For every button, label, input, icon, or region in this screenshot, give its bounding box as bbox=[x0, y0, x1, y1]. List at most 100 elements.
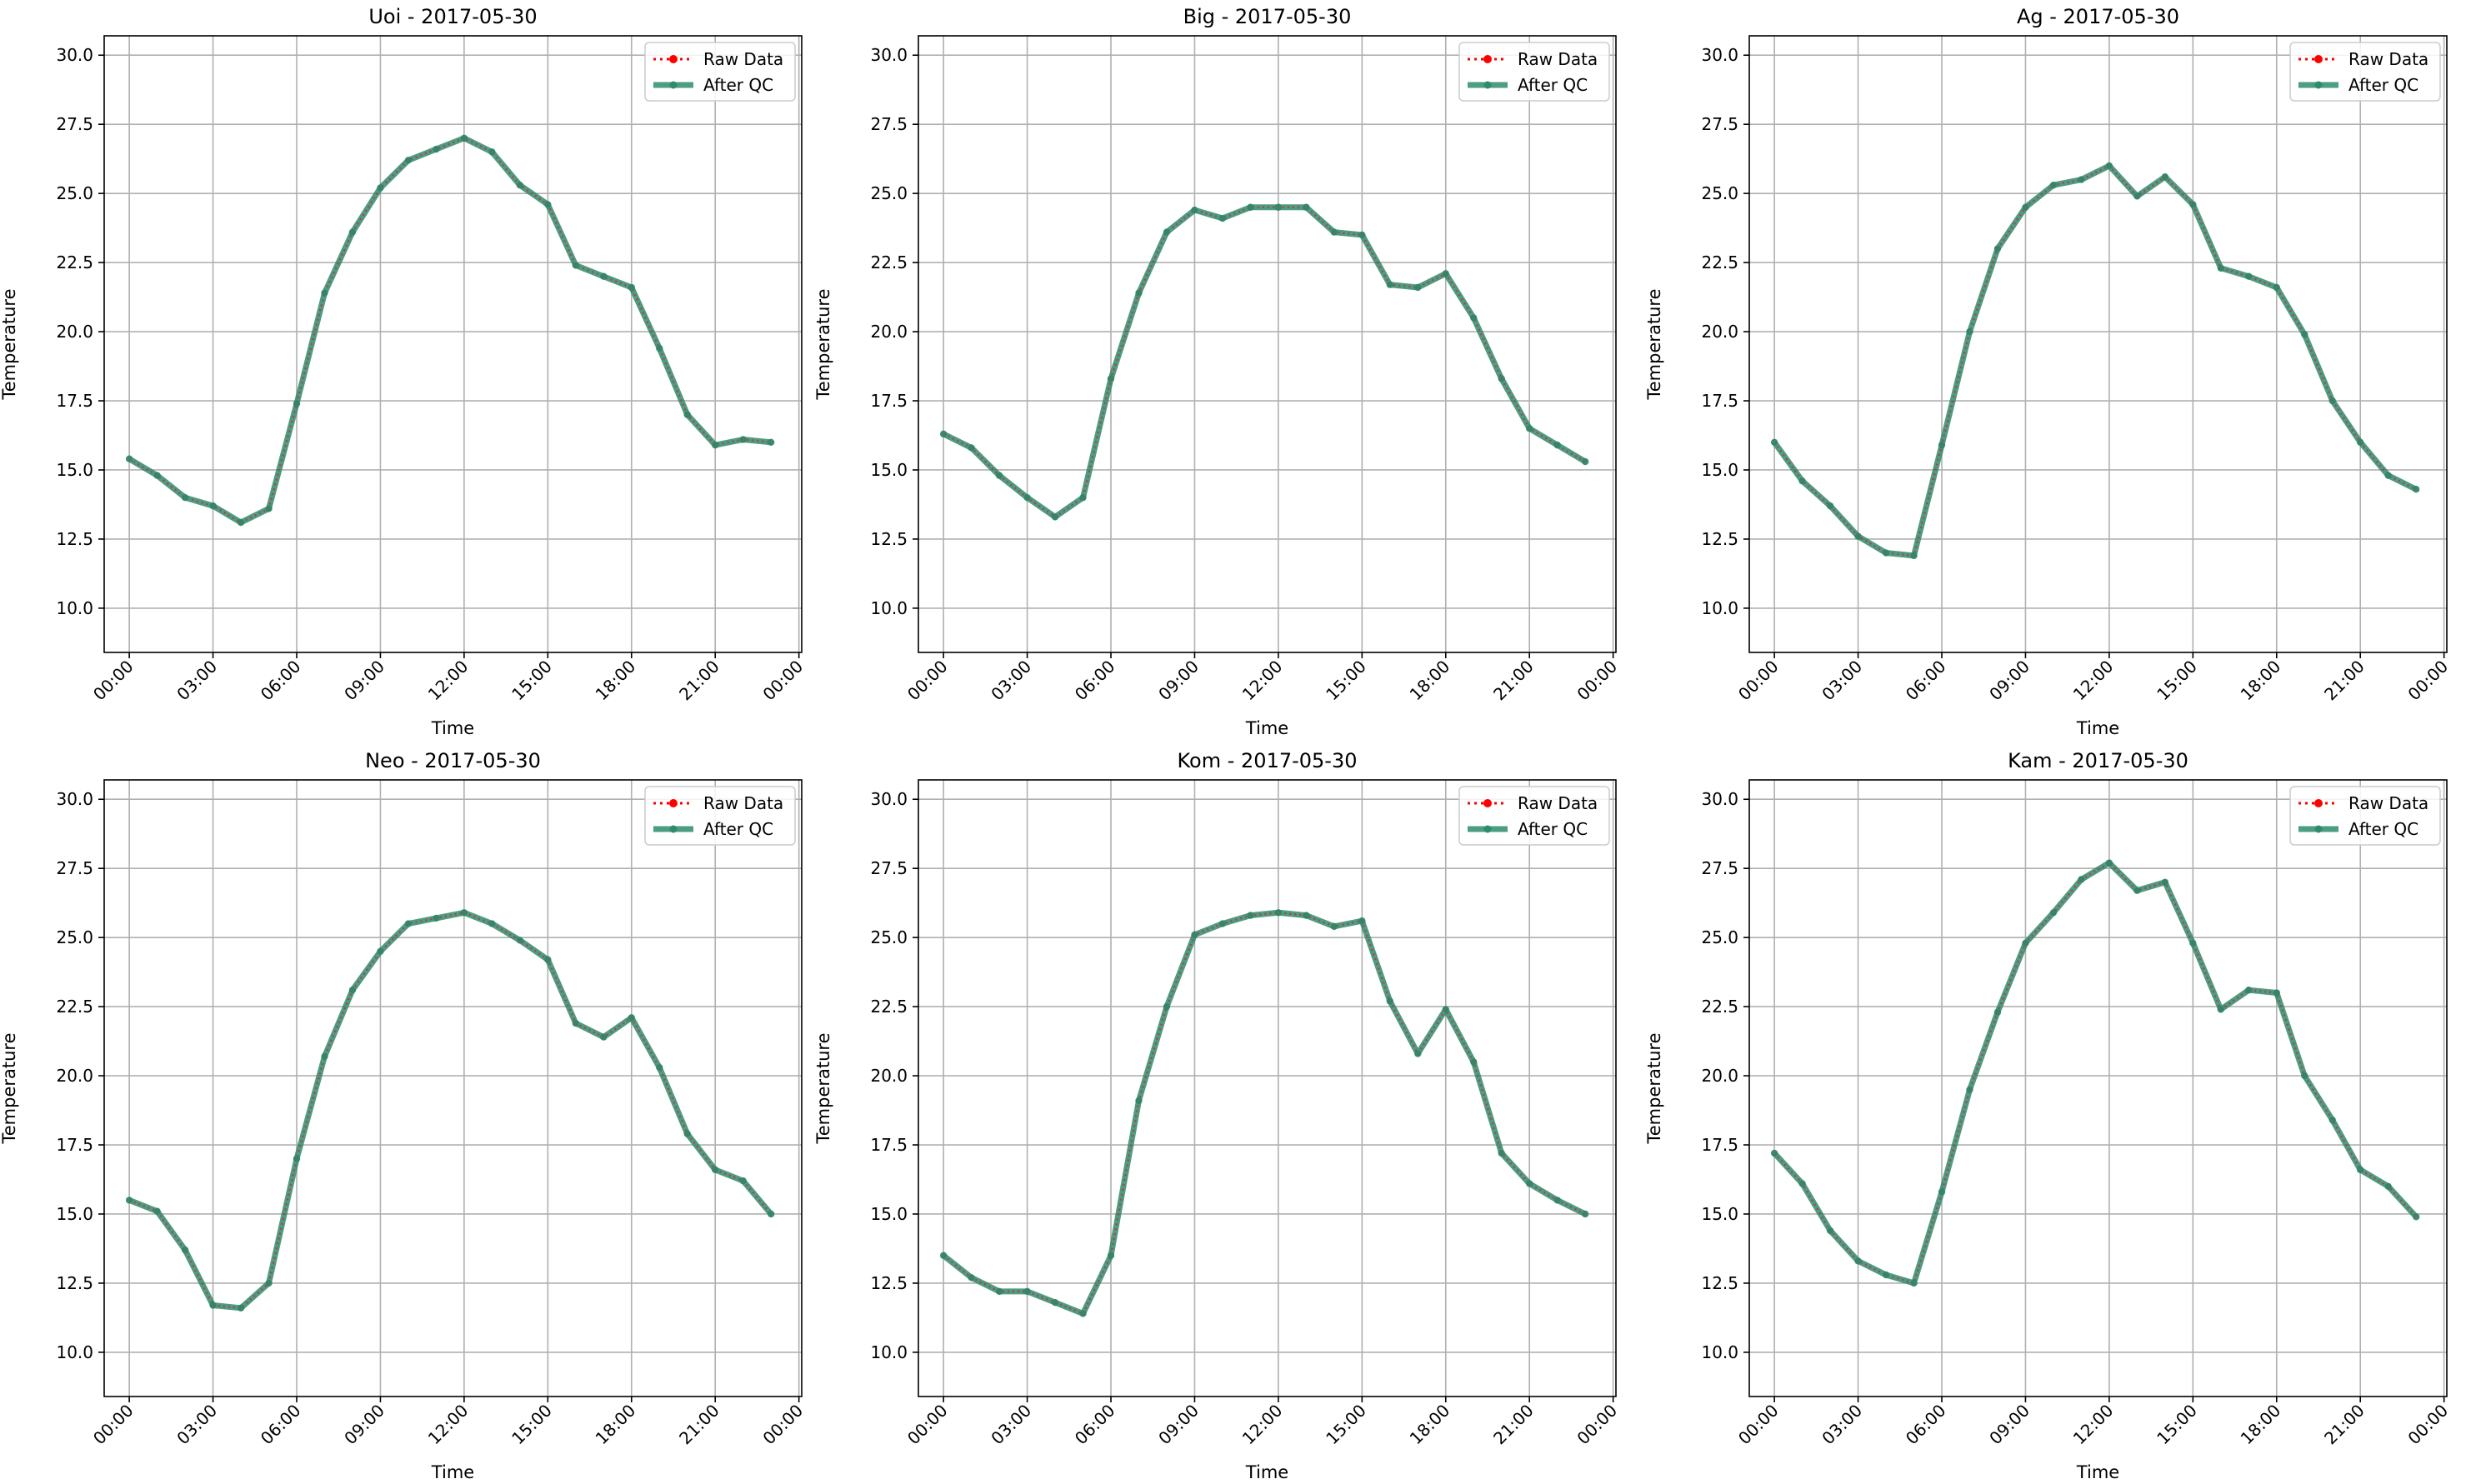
legend-marker-after-qc bbox=[1483, 825, 1492, 833]
y-tick-label: 20.0 bbox=[1701, 322, 1738, 342]
data-point-after-qc bbox=[1966, 1086, 1973, 1093]
y-tick-label: 25.0 bbox=[56, 183, 93, 203]
y-tick-label: 27.5 bbox=[56, 114, 93, 134]
legend: Raw Data After QC bbox=[1458, 42, 1610, 102]
y-tick-label: 22.5 bbox=[1701, 997, 1738, 1017]
data-point-after-qc bbox=[488, 920, 496, 927]
y-tick-label: 12.5 bbox=[870, 529, 908, 549]
data-point-after-qc bbox=[1330, 922, 1338, 931]
data-point-after-qc bbox=[1135, 1097, 1143, 1105]
y-tick-label: 17.5 bbox=[56, 391, 93, 411]
data-point-after-qc bbox=[2189, 939, 2197, 947]
series-line-after-qc bbox=[942, 204, 1587, 520]
data-point-after-qc bbox=[572, 262, 580, 269]
data-point-after-qc bbox=[377, 184, 384, 192]
data-point-after-qc bbox=[1826, 502, 1834, 510]
data-point-after-qc bbox=[1470, 314, 1478, 322]
chart-title: Neo - 2017-05-30 bbox=[365, 749, 541, 772]
data-point-after-qc bbox=[1581, 457, 1589, 466]
y-tick-label: 20.0 bbox=[56, 1066, 93, 1086]
data-point-after-qc bbox=[1079, 1310, 1087, 1317]
axes-frame bbox=[1748, 35, 2448, 653]
y-tick-label: 25.0 bbox=[870, 183, 908, 203]
data-point-after-qc bbox=[712, 441, 719, 449]
data-point-after-qc bbox=[2049, 909, 2058, 917]
legend: Raw Data After QC bbox=[2289, 786, 2441, 846]
data-point-after-qc bbox=[1442, 270, 1449, 277]
data-point-after-qc bbox=[181, 493, 189, 502]
data-point-after-qc bbox=[2022, 939, 2029, 947]
data-point-after-qc bbox=[2328, 397, 2336, 405]
data-point-after-qc bbox=[656, 344, 663, 352]
data-point-after-qc bbox=[1079, 493, 1087, 502]
y-tick-label: 30.0 bbox=[56, 45, 93, 65]
data-point-after-qc bbox=[2022, 203, 2029, 211]
legend-label-raw-data: Raw Data bbox=[703, 793, 783, 813]
legend: Raw Data After QC bbox=[644, 786, 796, 846]
legend-label-raw-data: Raw Data bbox=[2348, 793, 2428, 813]
data-point-after-qc bbox=[377, 947, 384, 955]
y-tick-label: 20.0 bbox=[1701, 1066, 1738, 1086]
series-line-raw-data bbox=[1773, 861, 2418, 1285]
data-point-after-qc bbox=[1051, 513, 1059, 521]
legend-marker-raw-data bbox=[1483, 799, 1492, 807]
x-axis-label: Time bbox=[2076, 718, 2119, 738]
data-point-after-qc bbox=[2105, 162, 2113, 170]
legend-marker-after-qc bbox=[2314, 825, 2323, 833]
data-point-after-qc bbox=[1107, 1252, 1115, 1259]
x-axis-label: Time bbox=[431, 1462, 474, 1482]
data-point-after-qc bbox=[1882, 549, 1890, 557]
legend-label-after-qc: After QC bbox=[1518, 819, 1588, 839]
data-point-after-qc bbox=[544, 201, 552, 208]
legend-marker-after-qc bbox=[1483, 81, 1492, 89]
data-point-after-qc bbox=[2273, 283, 2280, 292]
y-tick-label: 27.5 bbox=[1701, 858, 1738, 878]
series-line-after-qc bbox=[941, 909, 1587, 1317]
data-point-after-qc bbox=[739, 436, 747, 443]
data-point-after-qc bbox=[572, 1019, 580, 1027]
data-point-after-qc bbox=[460, 909, 468, 917]
data-point-after-qc bbox=[1414, 1050, 1422, 1057]
legend-label-after-qc: After QC bbox=[1518, 75, 1588, 95]
data-point-after-qc bbox=[1770, 1149, 1778, 1157]
y-tick-label: 17.5 bbox=[1701, 391, 1738, 411]
data-point-after-qc bbox=[516, 937, 524, 944]
data-point-after-qc bbox=[237, 518, 245, 527]
data-point-after-qc bbox=[1163, 1002, 1171, 1011]
data-point-after-qc bbox=[2245, 272, 2253, 280]
data-point-after-qc bbox=[209, 502, 217, 510]
data-point-after-qc bbox=[1826, 1227, 1834, 1235]
data-point-after-qc bbox=[209, 1302, 217, 1309]
data-point-after-qc bbox=[460, 134, 468, 142]
data-point-after-qc bbox=[2161, 878, 2169, 886]
data-point-after-qc bbox=[1330, 228, 1338, 236]
y-tick-label: 10.0 bbox=[56, 1342, 93, 1362]
data-point-after-qc bbox=[628, 1014, 635, 1022]
y-axis-label: Temperature bbox=[1644, 1032, 1664, 1144]
data-point-after-qc bbox=[1358, 917, 1366, 925]
data-point-after-qc bbox=[2189, 201, 2197, 208]
data-point-after-qc bbox=[2301, 331, 2308, 338]
data-point-after-qc bbox=[1882, 1271, 1890, 1279]
data-point-after-qc bbox=[995, 472, 1003, 479]
data-point-after-qc bbox=[2105, 859, 2113, 867]
data-point-after-qc bbox=[767, 1210, 775, 1218]
y-tick-label: 30.0 bbox=[870, 45, 908, 65]
data-point-after-qc bbox=[516, 181, 524, 189]
axes-frame bbox=[918, 35, 1617, 653]
y-tick-label: 27.5 bbox=[870, 858, 908, 878]
y-tick-label: 22.5 bbox=[870, 997, 908, 1017]
data-point-after-qc bbox=[1553, 1197, 1561, 1204]
y-tick-label: 15.0 bbox=[870, 1204, 908, 1224]
data-point-after-qc bbox=[1386, 281, 1394, 288]
data-point-after-qc bbox=[265, 1279, 273, 1287]
data-point-after-qc bbox=[1854, 532, 1862, 540]
data-point-after-qc bbox=[1023, 1287, 1031, 1296]
legend: Raw Data After QC bbox=[2289, 42, 2441, 102]
data-point-after-qc bbox=[600, 272, 608, 280]
data-point-after-qc bbox=[1274, 203, 1283, 211]
data-point-after-qc bbox=[1553, 441, 1561, 449]
y-tick-label: 10.0 bbox=[1701, 598, 1738, 618]
y-tick-label: 22.5 bbox=[870, 252, 908, 272]
